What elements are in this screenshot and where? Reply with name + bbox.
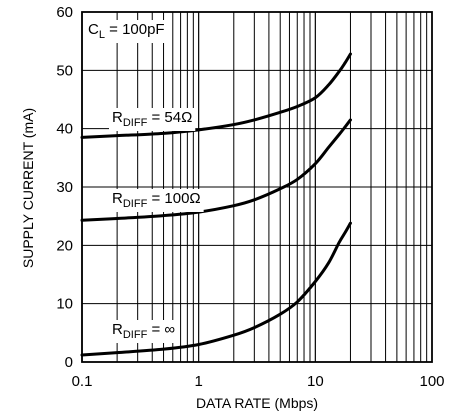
series-line [80, 221, 352, 357]
series-label-2: RDIFF = ∞ [109, 320, 179, 343]
y-axis-label: SUPPLY CURRENT (mA) [20, 108, 36, 268]
x-axis-label: DATA RATE (Mbps) [196, 395, 318, 411]
series-label-1-bg [109, 189, 204, 212]
series-label-0-bg [109, 108, 196, 131]
load-capacitance-annotation: CL = 100pF [85, 20, 168, 43]
series-label-0: RDIFF = 54Ω [109, 108, 196, 131]
y-tick-label: 50 [56, 62, 73, 79]
plot-border [81, 11, 433, 363]
series-label-2-bg [109, 320, 179, 343]
y-tick-label: 0 [65, 354, 73, 371]
y-tick-label: 60 [56, 4, 73, 21]
load-capacitance-annotation-text: CL = 100pF [88, 21, 165, 41]
y-tick-label: 30 [56, 179, 73, 196]
series-label-0-text: RDIFF = 54Ω [112, 109, 192, 129]
y-tick-label: 20 [56, 237, 73, 254]
plot-frame [81, 11, 433, 363]
series-label-2-text: RDIFF = ∞ [112, 321, 175, 341]
tick-labels: 0.1 1 10 100 0 10 20 30 40 50 60 [56, 4, 444, 390]
x-tick-label: 10 [307, 373, 324, 390]
y-tick-label: 40 [56, 121, 73, 138]
series-labels: CL = 100pF RDIFF = 54Ω RDIFF = 100Ω RDIFF =… [85, 20, 204, 343]
load-capacitance-annotation-bg [85, 20, 168, 43]
series-line [80, 52, 352, 139]
grid [81, 11, 432, 363]
x-tick-label: 100 [419, 373, 444, 390]
y-tick-label: 10 [56, 296, 73, 313]
series-lines [80, 52, 352, 357]
x-tick-label: 0.1 [72, 373, 93, 390]
series-label-1: RDIFF = 100Ω [109, 189, 204, 212]
series-line [80, 118, 352, 222]
series-label-1-text: RDIFF = 100Ω [112, 190, 201, 210]
x-tick-label: 1 [194, 373, 202, 390]
